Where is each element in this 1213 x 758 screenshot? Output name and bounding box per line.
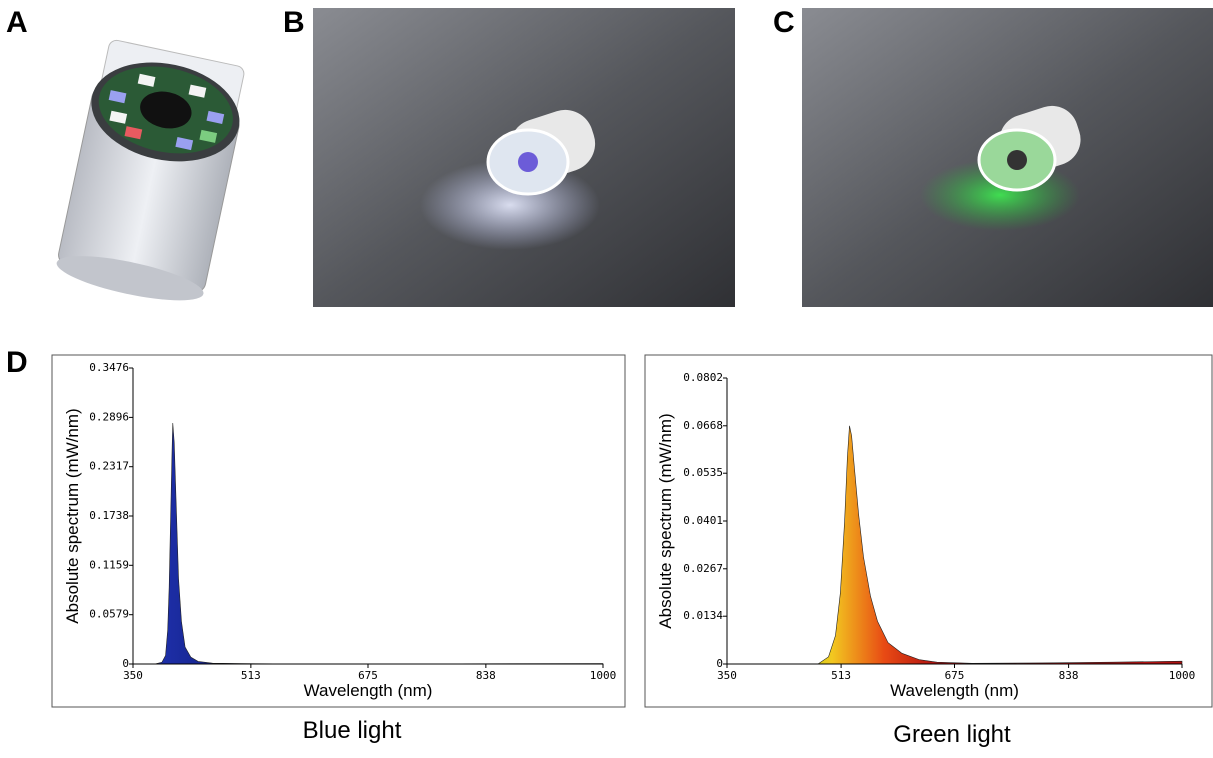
x-tick-label: 838 bbox=[1059, 669, 1079, 682]
y-tick-label: 0.0134 bbox=[683, 609, 723, 622]
y-tick-label: 0.2896 bbox=[89, 410, 129, 423]
panel-label: B bbox=[283, 6, 305, 39]
y-tick-label: 0.3476 bbox=[89, 361, 129, 374]
x-axis-label: Wavelength (nm) bbox=[890, 681, 1019, 700]
caption: Green light bbox=[893, 721, 1011, 748]
panel-label: D bbox=[6, 346, 28, 379]
x-tick-label: 513 bbox=[831, 669, 851, 682]
figure: A B C D 00.05790.11590.17380.23170.28960… bbox=[0, 0, 1213, 758]
photo-green bbox=[802, 8, 1213, 307]
x-axis-label: Wavelength (nm) bbox=[304, 681, 433, 700]
x-tick-label: 838 bbox=[476, 669, 496, 682]
caption: Blue light bbox=[303, 717, 402, 744]
y-tick-label: 0.0802 bbox=[683, 371, 723, 384]
x-tick-label: 350 bbox=[717, 669, 737, 682]
spectrum-area bbox=[727, 426, 1182, 664]
y-tick-label: 0.0535 bbox=[683, 466, 723, 479]
y-tick-label: 0.0579 bbox=[89, 608, 129, 621]
panel-label: A bbox=[6, 6, 28, 39]
chart-frame bbox=[645, 355, 1212, 707]
y-axis-label: Absolute spectrum (mW/nm) bbox=[656, 413, 675, 628]
x-tick-label: 513 bbox=[241, 669, 261, 682]
y-tick-label: 0.0401 bbox=[683, 514, 723, 527]
y-axis-label: Absolute spectrum (mW/nm) bbox=[63, 408, 82, 623]
y-tick-label: 0.1159 bbox=[89, 558, 129, 571]
panel-label: C bbox=[773, 6, 795, 39]
spectrum-area bbox=[133, 423, 603, 664]
x-tick-label: 1000 bbox=[590, 669, 617, 682]
y-tick-label: 0.0668 bbox=[683, 419, 723, 432]
photo-blue bbox=[313, 8, 735, 307]
y-tick-label: 0.2317 bbox=[89, 460, 129, 473]
x-tick-label: 1000 bbox=[1169, 669, 1196, 682]
y-tick-label: 0.1738 bbox=[89, 509, 129, 522]
x-tick-label: 350 bbox=[123, 669, 143, 682]
page: A B C D 00.05790.11590.17380.23170.28960… bbox=[0, 0, 1213, 758]
y-tick-label: 0.0267 bbox=[683, 562, 723, 575]
chart-frame bbox=[52, 355, 625, 707]
device-illustration bbox=[53, 38, 251, 310]
